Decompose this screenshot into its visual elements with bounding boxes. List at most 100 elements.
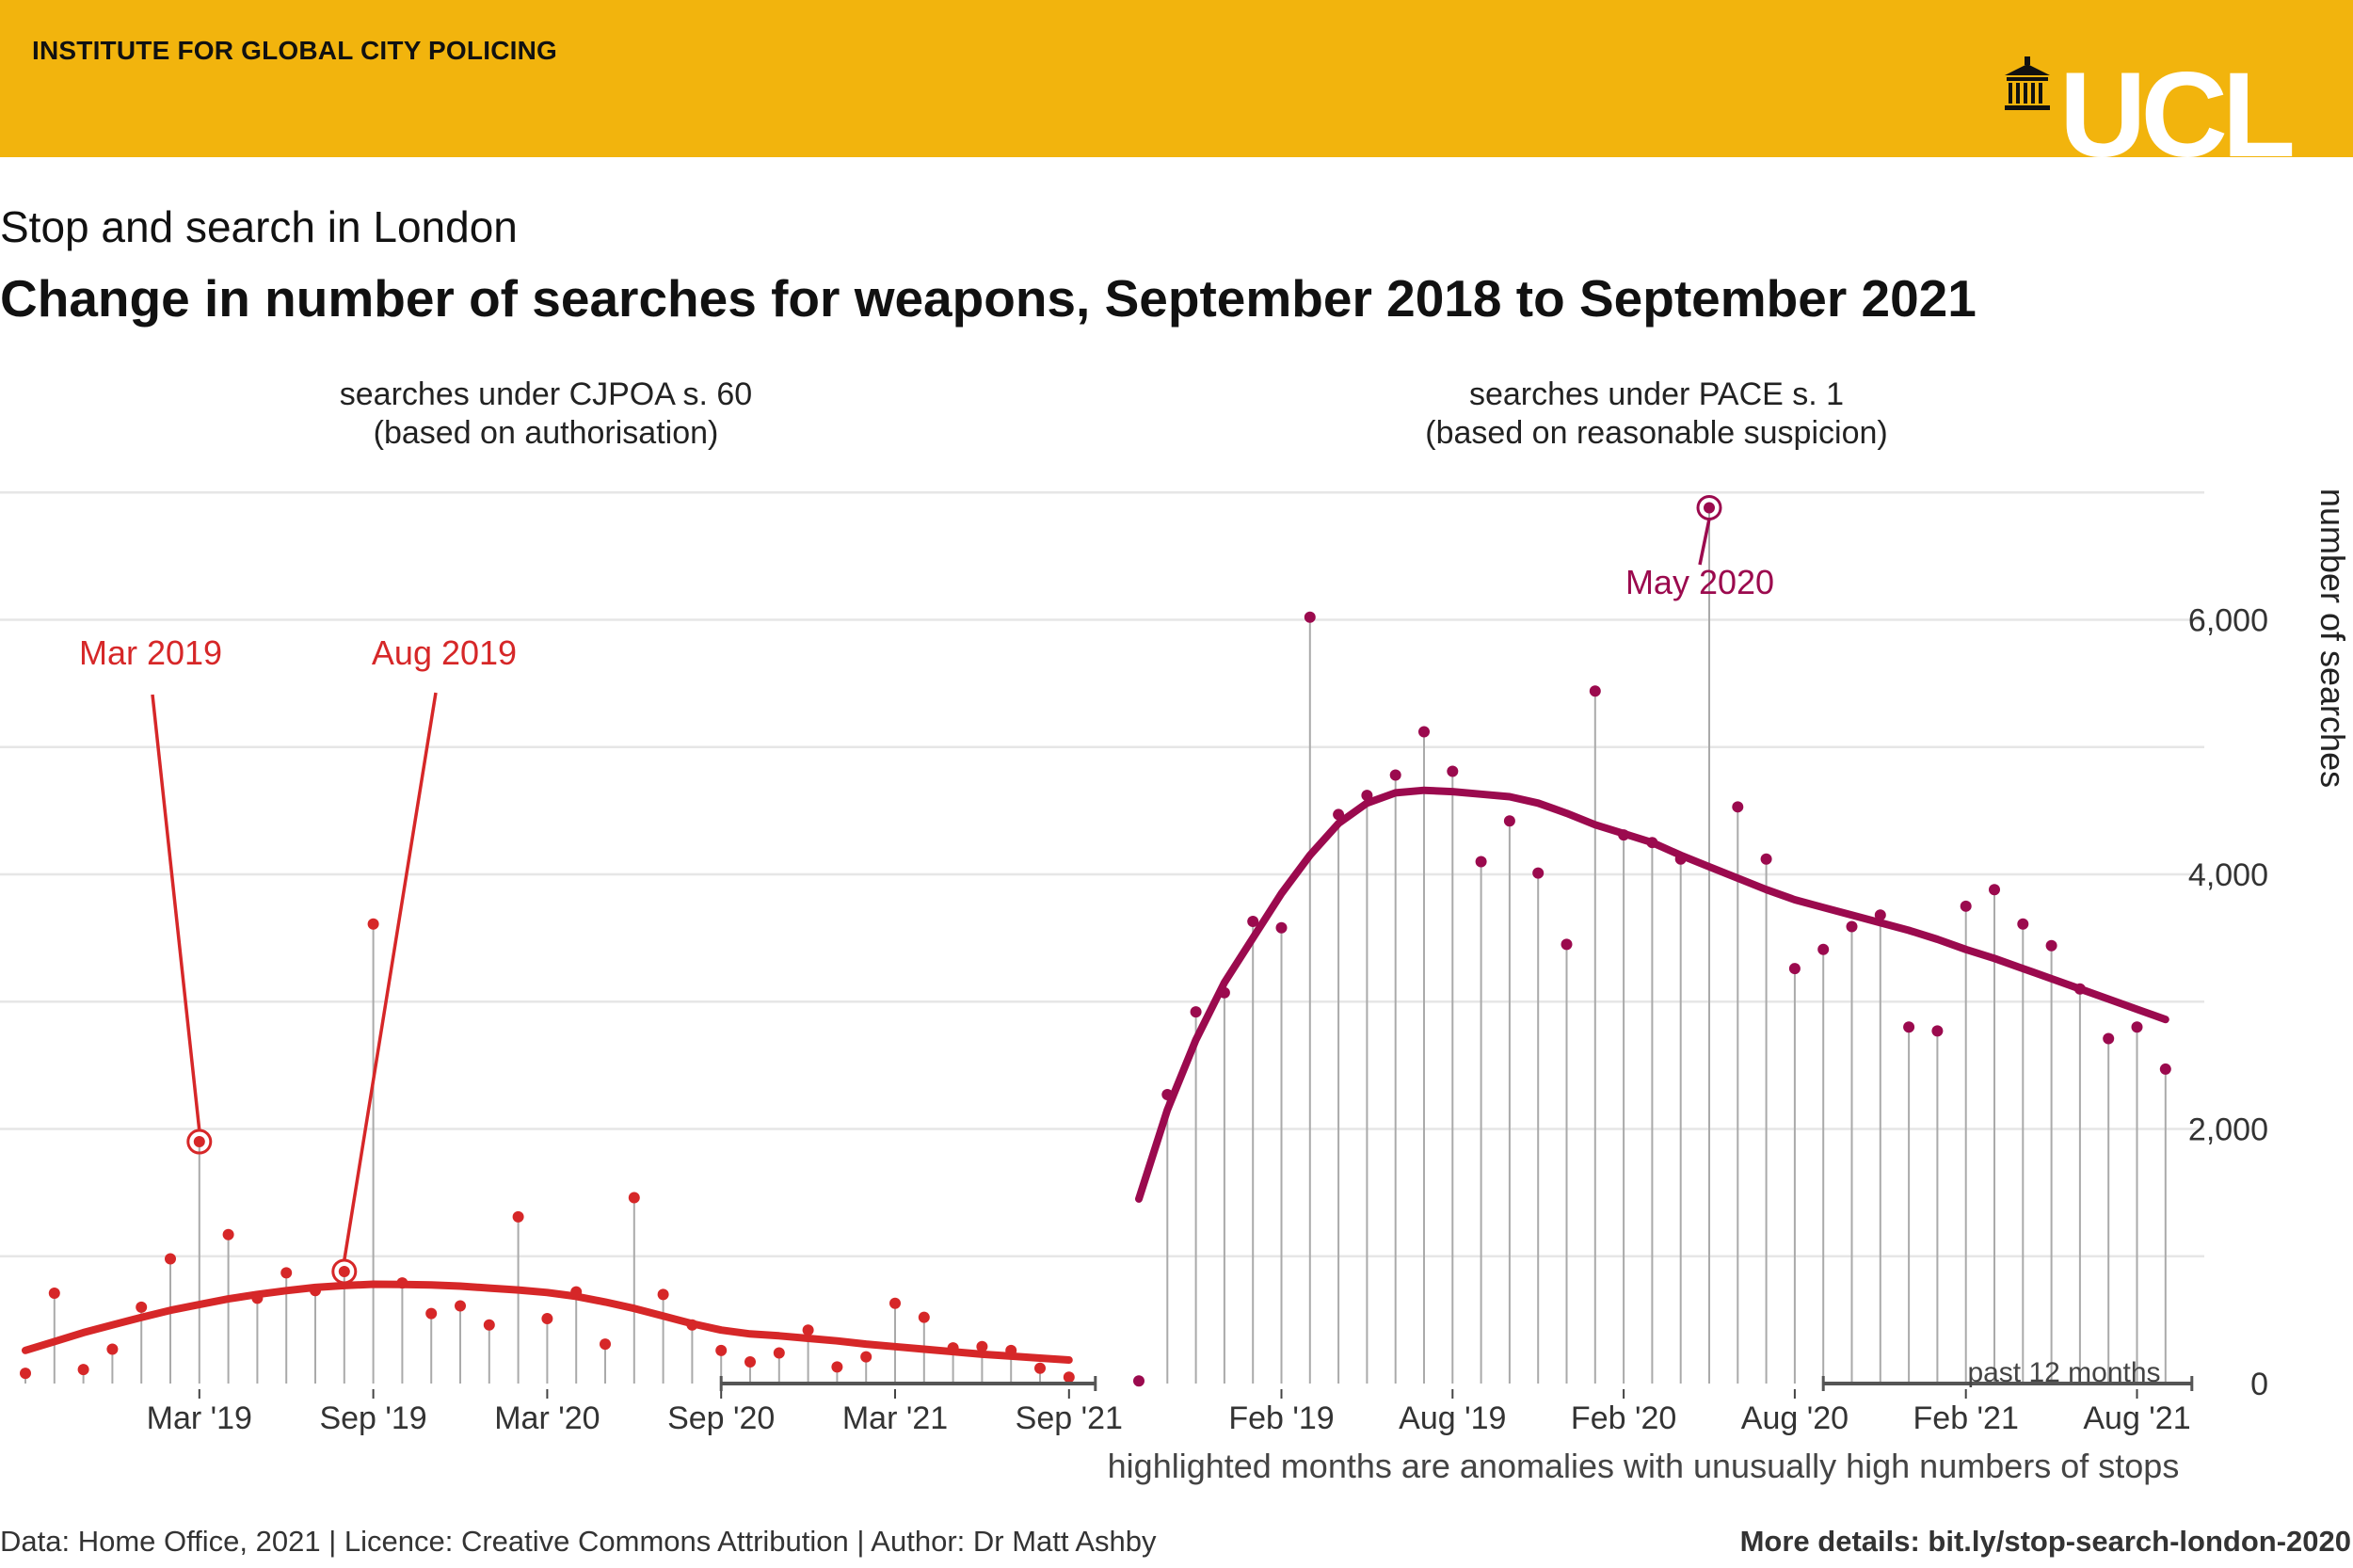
data-point [1247,916,1259,928]
anomaly-connector [1698,519,1711,566]
panel-title-pace-line1: searches under PACE s. 1 [1468,376,1845,412]
panel-title-s60-line1: searches under CJPOA s. 60 [339,376,753,412]
data-point [1418,726,1430,738]
data-point [396,1277,408,1289]
data-point [1389,769,1401,781]
x-tick-label: Aug '19 [1399,1400,1506,1436]
panel-title-pace: searches under PACE s. 1 (based on reaso… [1280,376,2033,453]
grid-layer [0,491,2204,1257]
data-point [860,1351,872,1363]
anomaly-connector [343,692,438,1261]
data-point [20,1368,31,1380]
data-point [773,1347,785,1359]
footer-credits: Data: Home Office, 2021 | Licence: Creat… [0,1525,1157,1558]
data-point [600,1338,611,1351]
data-point [2017,918,2029,930]
anomaly-label: May 2020 [1625,563,1774,601]
data-point [280,1267,293,1279]
data-point [1304,611,1316,623]
data-point [1447,765,1459,777]
panel-title-s60: searches under CJPOA s. 60 (based on aut… [169,376,922,453]
data-point [106,1343,119,1355]
data-point [48,1287,60,1299]
data-point [802,1324,814,1336]
data-point [657,1288,669,1301]
data-point [1475,856,1487,868]
chart-title: Change in number of searches for weapons… [0,269,1977,328]
data-point [976,1340,988,1352]
data-point [1760,853,1772,865]
x-axis-caption: highlighted months are anomalies with un… [1108,1447,2180,1485]
data-point [1589,685,1601,697]
data-point [455,1300,466,1312]
data-point [1874,909,1886,921]
data-point [310,1285,321,1297]
data-point [628,1192,640,1204]
data-point [1161,1088,1174,1100]
data-point [1561,938,1573,951]
data-point [2045,939,2057,952]
data-point [1903,1021,1915,1033]
stems-layer [24,507,2167,1384]
data-point [1732,801,1744,813]
data-point [1989,884,2000,896]
x-tick-label: Feb '21 [1913,1400,2019,1436]
data-point [251,1292,264,1304]
data-point [918,1311,930,1323]
panel-title-s60-line2: (based on authorisation) [373,415,719,451]
data-point [1063,1371,1075,1384]
data-point [1275,921,1288,934]
x-tick-label: Feb '19 [1228,1400,1334,1436]
chart-subtitle: Stop and search in London [0,202,518,251]
y-axis-title: number of searches [2313,488,2352,788]
data-point [570,1286,583,1298]
data-point [483,1319,495,1331]
x-tick-label: Sep '21 [1016,1400,1123,1436]
ucl-logo[interactable]: UCL [1995,56,2315,160]
past-12-months-label: past 12 months [1967,1357,2160,1388]
data-point [1503,815,1515,827]
data-point [1674,853,1687,865]
data-point [1846,920,1858,933]
x-tick-label: Mar '19 [147,1400,252,1436]
anomaly-label: Aug 2019 [372,633,517,672]
portico-icon [2005,56,2050,110]
data-point [367,918,379,930]
data-point [1034,1362,1046,1374]
data-point [889,1297,901,1309]
x-tick-label: Mar '21 [842,1400,948,1436]
data-point [715,1344,728,1356]
data-point [1190,1006,1202,1018]
data-point [222,1228,234,1240]
logo-text: UCL [2059,56,2293,160]
anomaly-connector [151,694,201,1131]
data-point [947,1342,959,1354]
data-point [744,1356,756,1368]
data-point [165,1253,176,1265]
axes-layer: Mar '19 Sep '19 Mar '20 Sep '20 Mar '21 Sep '… [147,488,2352,1485]
data-point [1005,1344,1017,1356]
data-point [1960,900,1972,912]
data-point [338,1265,350,1277]
data-point [2103,1032,2115,1045]
x-tick-label: Feb '20 [1571,1400,1676,1436]
data-point [136,1301,148,1313]
data-point [686,1319,698,1331]
y-tick-label: 6,000 [2188,603,2268,639]
data-point [1618,829,1630,841]
points-layer [20,502,2171,1387]
data-point [2159,1063,2171,1075]
data-point [2131,1021,2143,1033]
data-point [1532,867,1545,879]
x-tick-label: Aug '20 [1741,1400,1849,1436]
footer-link[interactable]: More details: bit.ly/stop-search-london-… [1739,1525,2351,1558]
anomaly-label: Mar 2019 [79,633,222,672]
data-point [541,1313,553,1325]
y-tick-label: 2,000 [2188,1112,2268,1148]
data-point [1788,963,1801,975]
data-point [1817,943,1830,955]
data-point [831,1361,843,1373]
x-tick-label: Aug '21 [2083,1400,2190,1436]
data-point [1218,986,1230,999]
